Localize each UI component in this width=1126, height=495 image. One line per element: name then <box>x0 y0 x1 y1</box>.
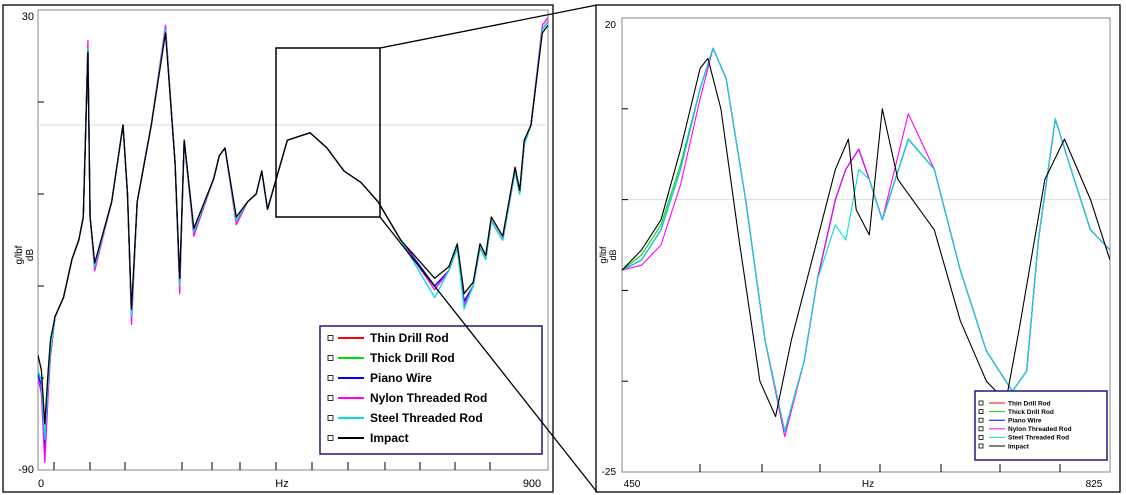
legend-entry: Thin Drill Rod <box>1008 400 1051 407</box>
plot-area <box>37 9 549 471</box>
x-axis-label: Hz <box>862 479 874 490</box>
x-axis-label: Hz <box>275 478 288 490</box>
series-line-steel-threaded-rod <box>622 47 1110 433</box>
legend-checkbox <box>978 426 984 432</box>
legend-checkbox <box>327 435 334 441</box>
y-tick-label-top: 20 <box>605 20 617 31</box>
legend-entry: Piano Wire <box>370 371 432 385</box>
legend-box <box>319 325 543 455</box>
legend-checkbox <box>327 355 334 361</box>
legend-entry: Impact <box>1008 443 1030 450</box>
x-tick-label-right: 900 <box>523 478 541 490</box>
left-chart: 30 -90 0 900 Hz g/lbfdB Thin Drill Rod Thick Dr… <box>2 4 554 493</box>
y-axis-label: g/lbfdB <box>14 245 36 264</box>
legend-checkbox <box>327 415 334 421</box>
legend-entry: Piano Wire <box>1008 417 1042 424</box>
zoom-box <box>275 47 381 218</box>
series-line-impact <box>38 24 548 425</box>
legend-checkbox <box>327 335 334 341</box>
series-line-impact <box>622 57 1110 418</box>
y-axis-label-line: g/lbf <box>598 246 608 264</box>
legend-checkbox <box>978 409 984 415</box>
x-tick-label-right: 825 <box>1086 479 1103 490</box>
legend-checkbox <box>978 400 984 406</box>
legend-entry: Thick Drill Rod <box>370 351 455 365</box>
legend-checkbox <box>327 395 334 401</box>
plot-area <box>621 17 1111 473</box>
y-axis-label: g/lbfdB <box>598 246 618 264</box>
zoom-connector-bottom <box>379 216 598 493</box>
y-axis-label-line: g/lbf <box>14 245 25 264</box>
x-tick-label-left: 450 <box>624 479 641 490</box>
legend-entry: Steel Threaded Rod <box>1008 435 1069 442</box>
legend-checkbox <box>978 434 984 440</box>
legend-entry: Nylon Threaded Rod <box>1008 426 1072 433</box>
legend-entry: Thin Drill Rod <box>370 331 449 345</box>
legend-checkbox <box>327 375 334 381</box>
y-tick-label-bottom: -25 <box>602 467 617 478</box>
y-axis-label-line: dB <box>608 249 618 260</box>
legend-entry: Thick Drill Rod <box>1008 409 1054 416</box>
legend-checkbox <box>978 443 984 449</box>
x-tick-label-left: 0 <box>38 478 44 490</box>
legend-entry: Steel Threaded Rod <box>370 411 483 425</box>
right-chart: 20 -25 450 825 Hz g/lbfdB Thin Drill Rod Thick … <box>595 4 1121 493</box>
y-tick-label-top: 30 <box>22 11 34 23</box>
legend-entry: Nylon Threaded Rod <box>370 391 487 405</box>
y-tick-label-bottom: -90 <box>18 464 34 476</box>
legend-entry: Impact <box>370 431 409 445</box>
zoom-overlay <box>275 4 598 493</box>
y-axis-label-line: dB <box>25 249 36 262</box>
zoom-connector-top <box>379 4 598 49</box>
legend-checkbox <box>978 417 984 423</box>
